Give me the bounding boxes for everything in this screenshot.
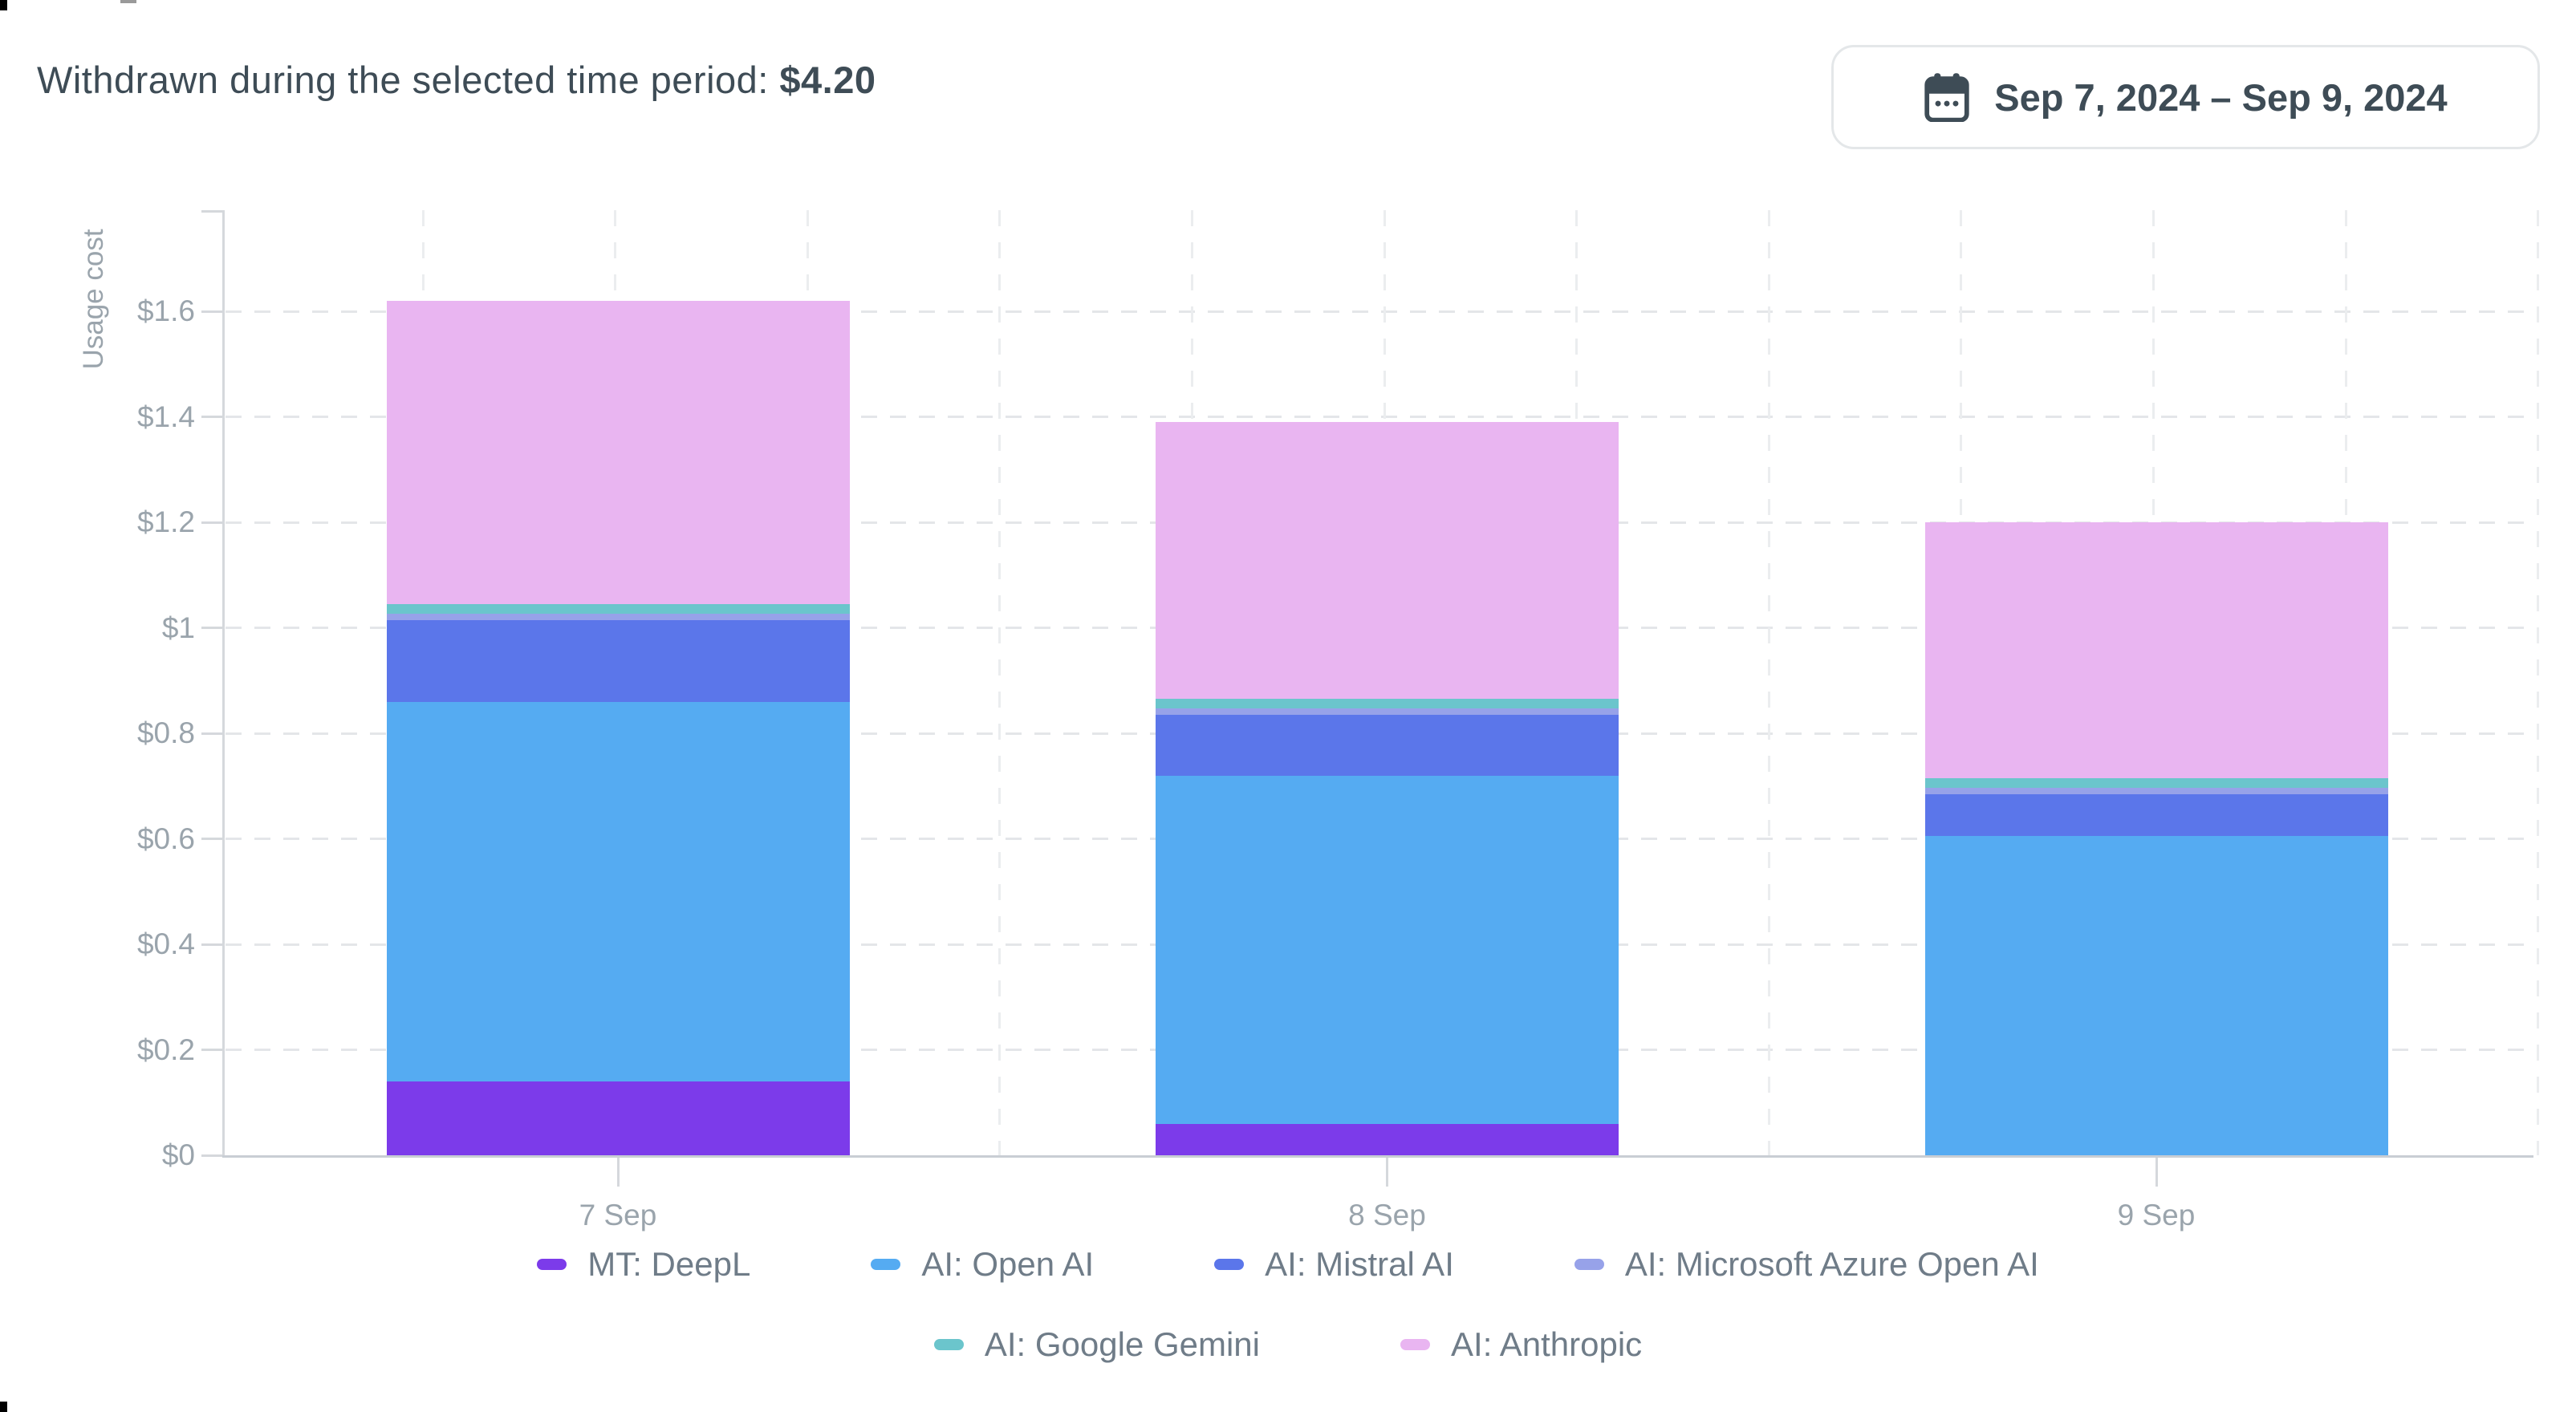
y-axis-top-tick bbox=[201, 210, 222, 213]
bar-segment-mt-deepl[interactable] bbox=[386, 1081, 850, 1155]
legend-swatch bbox=[1214, 1259, 1245, 1270]
y-tick-label: $0.6 bbox=[136, 822, 195, 855]
y-tick-label: $1.2 bbox=[136, 505, 195, 538]
h-gridline-1.6 bbox=[226, 310, 2533, 313]
chart-legend: MT: DeepL AI: Open AI AI: Mistral AI AI: Mi… bbox=[0, 1245, 2576, 1364]
legend-swatch bbox=[933, 1339, 964, 1350]
bar-segment-ai-microsoft-azure-open-ai[interactable] bbox=[1924, 787, 2388, 794]
y-axis-tick bbox=[201, 943, 222, 946]
bar-segment-ai-open-ai[interactable] bbox=[386, 701, 850, 1081]
bar-segment-ai-mistral-ai[interactable] bbox=[1156, 715, 1619, 776]
bar-segment-ai-open-ai[interactable] bbox=[1156, 775, 1619, 1124]
bar-9-sep bbox=[1924, 522, 2388, 1155]
screen-edge-artifact-bottom-left bbox=[0, 1402, 7, 1412]
y-tick-label: $0 bbox=[161, 1138, 195, 1171]
bar-segment-ai-microsoft-azure-open-ai[interactable] bbox=[1156, 708, 1619, 715]
legend-label: AI: Open AI bbox=[921, 1245, 1095, 1283]
y-axis-tick-labels: $0 $0.2 $0.4 $0.6 $0.8 $1 $1.2 $1.4 $1.6 bbox=[0, 210, 195, 1171]
y-axis-tick bbox=[201, 1049, 222, 1051]
x-axis-tick bbox=[2155, 1158, 2158, 1187]
legend-label: AI: Google Gemini bbox=[984, 1325, 1261, 1363]
v-gridline bbox=[1767, 210, 1770, 1155]
title-text: Withdrawn during the selected time perio… bbox=[37, 59, 780, 101]
legend-item-ai-microsoft-azure-open-ai[interactable]: AI: Microsoft Azure Open AI bbox=[1574, 1245, 2039, 1284]
legend-swatch bbox=[537, 1259, 567, 1270]
page-title: Withdrawn during the selected time perio… bbox=[37, 58, 876, 102]
date-range-picker-button[interactable]: Sep 7, 2024 – Sep 9, 2024 bbox=[1831, 45, 2540, 149]
bar-segment-ai-google-gemini[interactable] bbox=[386, 603, 850, 614]
y-axis-tick bbox=[201, 521, 222, 524]
bar-segment-ai-mistral-ai[interactable] bbox=[386, 619, 850, 702]
y-axis-tick bbox=[201, 416, 222, 418]
screen-edge-artifact-top bbox=[120, 0, 136, 3]
x-axis-tick bbox=[1386, 1158, 1388, 1187]
bar-segment-ai-google-gemini[interactable] bbox=[1924, 777, 2388, 788]
y-tick-label: $0.8 bbox=[136, 716, 195, 749]
h-gridline-1.4 bbox=[226, 416, 2533, 418]
y-axis-tick bbox=[201, 627, 222, 629]
legend-item-ai-mistral-ai[interactable]: AI: Mistral AI bbox=[1214, 1245, 1454, 1284]
bar-segment-ai-mistral-ai[interactable] bbox=[1924, 793, 2388, 837]
y-axis-line bbox=[222, 210, 225, 1158]
v-gridline bbox=[998, 210, 1002, 1155]
bar-segment-ai-open-ai[interactable] bbox=[1924, 836, 2388, 1155]
legend-item-ai-google-gemini[interactable]: AI: Google Gemini bbox=[933, 1325, 1261, 1364]
legend-row-1: MT: DeepL AI: Open AI AI: Mistral AI AI: Mi… bbox=[0, 1245, 2576, 1284]
y-tick-label: $0.4 bbox=[136, 927, 195, 960]
legend-label: AI: Mistral AI bbox=[1265, 1245, 1454, 1283]
bar-segment-ai-google-gemini[interactable] bbox=[1156, 699, 1619, 709]
y-tick-label: $1.4 bbox=[136, 400, 195, 433]
bar-7-sep bbox=[386, 300, 850, 1155]
x-tick-label: 7 Sep bbox=[579, 1199, 657, 1231]
bar-segment-ai-anthropic[interactable] bbox=[386, 300, 850, 604]
x-tick-label: 9 Sep bbox=[2117, 1199, 2196, 1231]
legend-swatch bbox=[871, 1259, 901, 1270]
bar-segment-mt-deepl[interactable] bbox=[1156, 1123, 1619, 1155]
x-axis-tick bbox=[616, 1158, 620, 1187]
y-axis-tick bbox=[201, 310, 222, 313]
legend-label: AI: Anthropic bbox=[1451, 1325, 1643, 1363]
bar-segment-ai-anthropic[interactable] bbox=[1156, 422, 1619, 700]
date-range-label: Sep 7, 2024 – Sep 9, 2024 bbox=[1994, 75, 2448, 119]
v-gridline bbox=[2537, 210, 2540, 1155]
y-tick-label: $1 bbox=[161, 611, 195, 644]
bar-segment-ai-anthropic[interactable] bbox=[1924, 522, 2388, 778]
withdrawn-amount: $4.20 bbox=[779, 59, 876, 101]
legend-swatch bbox=[1400, 1339, 1431, 1350]
legend-row-2: AI: Google Gemini AI: Anthropic bbox=[0, 1325, 2576, 1364]
x-tick-label: 8 Sep bbox=[1348, 1199, 1426, 1231]
calendar-icon bbox=[1924, 73, 1969, 122]
legend-swatch bbox=[1574, 1259, 1604, 1270]
stacked-bar-chart: 7 Sep 8 Sep 9 Sep bbox=[201, 210, 2540, 1231]
legend-label: AI: Microsoft Azure Open AI bbox=[1624, 1245, 2039, 1283]
y-tick-label: $0.2 bbox=[136, 1033, 195, 1066]
legend-label: MT: DeepL bbox=[587, 1245, 751, 1283]
y-axis-tick bbox=[201, 1154, 222, 1157]
screen-edge-artifact-top-left bbox=[0, 0, 7, 10]
legend-item-ai-anthropic[interactable]: AI: Anthropic bbox=[1400, 1325, 1642, 1364]
bar-segment-ai-microsoft-azure-open-ai[interactable] bbox=[386, 613, 850, 620]
y-axis-tick bbox=[201, 732, 222, 735]
x-axis-line bbox=[222, 1155, 2533, 1158]
y-axis-tick bbox=[201, 838, 222, 840]
legend-item-mt-deepl[interactable]: MT: DeepL bbox=[537, 1245, 750, 1284]
y-tick-label: $1.6 bbox=[136, 294, 195, 327]
legend-item-ai-open-ai[interactable]: AI: Open AI bbox=[871, 1245, 1094, 1284]
bar-8-sep bbox=[1156, 422, 1619, 1155]
